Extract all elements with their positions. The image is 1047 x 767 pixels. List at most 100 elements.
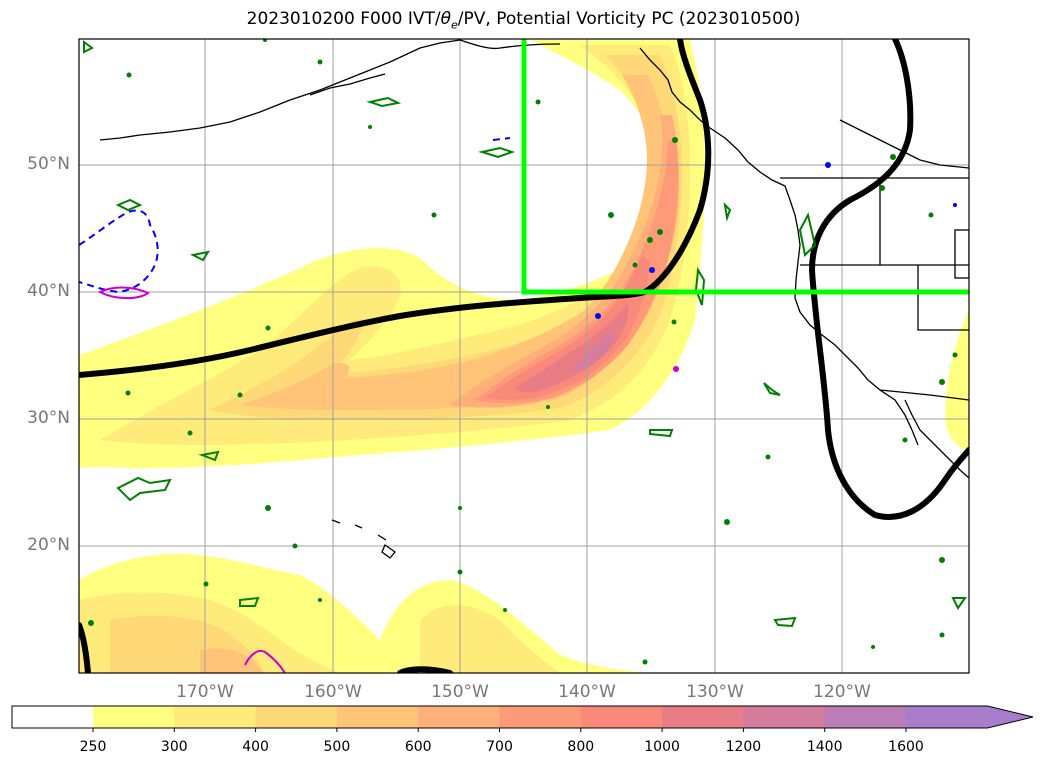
colorbar-outline	[11, 705, 1034, 729]
pv-dot	[317, 59, 323, 65]
jet-east-branch	[808, 39, 969, 520]
pv-dot	[457, 569, 463, 575]
colorbar-tick-label: 1400	[806, 739, 843, 755]
pv-dot	[431, 212, 437, 218]
pv-positive-contour-2	[116, 476, 172, 502]
colorbar	[11, 705, 1034, 732]
colorbar-cell	[580, 706, 663, 728]
pv-dot	[724, 519, 730, 525]
pv-negative-contour-north	[492, 137, 511, 141]
pv-dot	[265, 325, 271, 331]
colorbar-tick-label: 400	[242, 739, 269, 755]
pv-dot	[765, 454, 771, 460]
pv-positive-contour-15	[723, 202, 732, 222]
pv-dot	[318, 598, 322, 602]
colorbar-cell	[93, 706, 175, 728]
colorbar-tick-label: 600	[404, 739, 432, 755]
region-box	[521, 39, 969, 295]
lon-label-150w: 150°W	[431, 682, 489, 702]
pv-contours	[79, 39, 967, 673]
graticule	[79, 39, 969, 673]
pv-dot	[263, 39, 267, 42]
pv-dot	[503, 608, 507, 612]
pv-positive-contour-12	[83, 40, 94, 54]
pv-dot	[546, 405, 550, 409]
pv-positive-contour-11	[649, 429, 674, 438]
ivt-core-1000	[515, 303, 629, 393]
pv-positive-contour-3	[478, 146, 516, 159]
pv-dot	[657, 229, 663, 235]
lon-label-140w: 140°W	[558, 682, 616, 702]
jet-southwest-stub	[79, 622, 91, 673]
ivt-south-band-500	[200, 648, 262, 673]
jet-lines	[79, 39, 969, 673]
us-mexico-border	[879, 389, 969, 401]
pv-dot	[187, 430, 193, 436]
pv-dot	[939, 632, 945, 638]
colorbar-tick-label: 250	[79, 739, 107, 755]
lat-label-30n: 30°N	[27, 408, 70, 428]
state-box	[954, 229, 969, 279]
pv-dot	[939, 557, 945, 563]
colorbar-tick-label: 300	[160, 739, 188, 755]
pv-dot	[203, 581, 209, 587]
pv-dot	[952, 352, 958, 358]
pv-dot	[879, 185, 885, 191]
pv-dot	[88, 620, 94, 626]
pv-dot	[458, 506, 462, 510]
pv-magenta-dot	[673, 366, 679, 372]
pv-positive-contour-4	[366, 96, 402, 108]
jet-south-stub	[397, 666, 453, 673]
aleutian-coast	[309, 73, 386, 96]
pv-dot	[642, 659, 648, 665]
alaska-peninsula-coast	[99, 39, 461, 141]
pv-dot	[265, 505, 271, 511]
pv-dot	[292, 543, 298, 549]
pv-dot	[647, 237, 653, 243]
pv-positive-contour-7	[798, 212, 817, 258]
pv-dot	[902, 437, 908, 443]
ivt-core-1200	[570, 330, 613, 371]
lon-label-130w: 130°W	[686, 682, 744, 702]
colorbar-tick-label: 1200	[725, 739, 762, 755]
colorbar-under-cell	[12, 706, 93, 728]
pv-dot	[125, 390, 131, 396]
pv-negative-dot	[649, 267, 655, 273]
pv-dot	[608, 212, 614, 218]
gulf-alaska-coast	[459, 39, 561, 50]
pv-positive-contour-5	[189, 250, 211, 262]
pv-dot	[237, 392, 243, 398]
lon-label-160w: 160°W	[304, 682, 362, 702]
pv-magenta-contour-south	[244, 649, 286, 673]
colorbar-tick-label: 1000	[644, 739, 680, 755]
pv-magenta-contour-west	[97, 286, 151, 300]
colorbar-cell	[662, 706, 744, 728]
pv-dot	[939, 379, 945, 385]
ivt-band-700	[475, 140, 678, 404]
jet-west-branch	[79, 39, 712, 378]
colorbar-cell	[743, 706, 826, 728]
pv-positive-contour-13	[239, 596, 260, 607]
us-state-border-3	[917, 265, 969, 331]
pv-positive-contour-9	[773, 616, 797, 628]
ivt-south-right-300	[420, 605, 560, 673]
colorbar-cell	[174, 706, 257, 728]
pv-positive-contour-1	[115, 198, 143, 212]
coastlines	[99, 39, 969, 559]
pv-positive-contour-14	[198, 450, 220, 462]
lat-label-20n: 20°N	[27, 535, 70, 555]
map-title: 2023010200 F000 IVT/θe/PV, Potential Vor…	[0, 9, 1047, 31]
lat-label-50n: 50°N	[27, 154, 70, 174]
lon-label-120w: 120°W	[813, 682, 871, 702]
colorbar-tick-label: 800	[567, 739, 595, 755]
colorbar-cell	[824, 706, 907, 728]
colorbar-cell	[336, 706, 419, 728]
colorbar-cell	[255, 706, 338, 728]
colorbar-tick-label: 700	[486, 739, 513, 755]
colorbar-tick-label: 1600	[888, 739, 924, 755]
pv-negative-contour-west	[79, 209, 159, 294]
colorbar-tick-label: 500	[323, 739, 351, 755]
pv-dot	[890, 154, 896, 160]
lon-label-170w: 170°W	[176, 682, 234, 702]
